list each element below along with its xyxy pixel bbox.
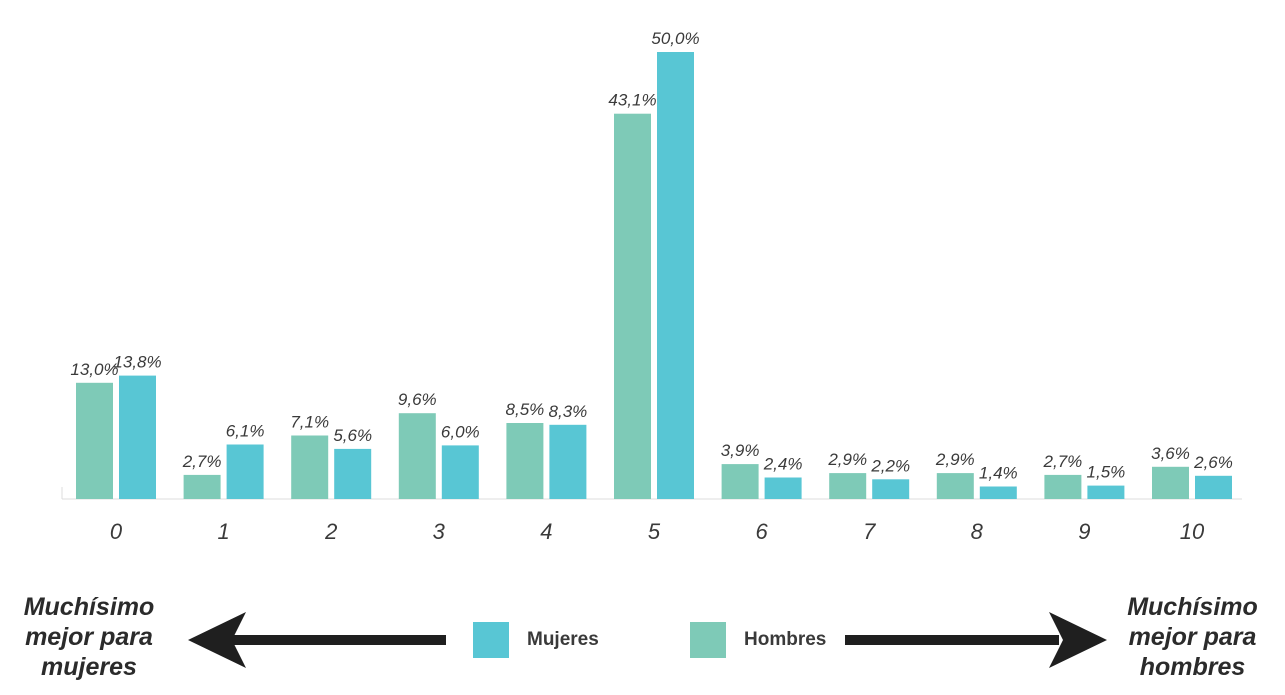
x-tick-label-0: 0	[110, 519, 123, 544]
x-tick-label-6: 6	[755, 519, 768, 544]
bar-mujeres-2	[334, 448, 372, 499]
value-label-hombres-8: 2,9%	[935, 450, 975, 469]
value-label-hombres-4: 8,5%	[506, 400, 545, 419]
value-label-hombres-1: 2,7%	[182, 452, 222, 471]
bar-mujeres-9	[1087, 485, 1125, 499]
legend-swatch-mujeres	[473, 622, 509, 658]
legend-swatch-hombres	[690, 622, 726, 658]
legend-item-hombres: Hombres	[690, 622, 826, 658]
value-label-mujeres-1: 6,1%	[226, 422, 265, 441]
left-annotation: Muchísimo mejor para mujeres	[0, 592, 178, 682]
left-annotation-line-2: mejor para	[25, 623, 153, 651]
bar-mujeres-0	[119, 375, 156, 499]
x-tick-label-4: 4	[540, 519, 552, 544]
value-label-hombres-3: 9,6%	[398, 390, 437, 409]
bar-hombres-6	[721, 464, 759, 499]
right-arrow-icon	[845, 612, 1107, 668]
bar-mujeres-1	[226, 444, 264, 499]
value-label-mujeres-7: 2,2%	[870, 456, 910, 475]
bar-hombres-1	[183, 474, 221, 499]
bar-mujeres-4	[549, 424, 587, 499]
bar-mujeres-8	[979, 486, 1017, 499]
bar-hombres-8	[936, 473, 974, 499]
value-label-mujeres-10: 2,6%	[1193, 453, 1233, 472]
value-label-hombres-7: 2,9%	[827, 450, 867, 469]
x-tick-label-8: 8	[971, 519, 984, 544]
x-tick-label-5: 5	[648, 519, 661, 544]
value-label-hombres-10: 3,6%	[1151, 444, 1190, 463]
bar-chart: 13,0%13,8%2,7%6,1% 7,1%5,6%9,6%6,0%8,5% 8,…	[61, 29, 1242, 544]
bar-hombres-4	[506, 423, 544, 499]
x-tick-label-7: 7	[863, 519, 876, 544]
right-annotation-line-2: mejor para	[1128, 623, 1257, 651]
value-label-mujeres-9: 1,5%	[1087, 463, 1126, 482]
value-label-mujeres-5: 50,0%	[651, 29, 699, 48]
value-label-hombres-6: 3,9%	[721, 441, 760, 460]
bar-hombres-9	[1044, 474, 1082, 499]
value-label-hombres-0: 13,0%	[70, 360, 118, 379]
bar-mujeres-7	[872, 479, 910, 499]
value-label-hombres-2: 7,1%	[290, 413, 329, 432]
x-tick-label-3: 3	[433, 519, 446, 544]
legend-item-mujeres: Mujeres	[473, 622, 599, 658]
bar-mujeres-5	[657, 52, 694, 499]
bar-mujeres-3	[441, 445, 479, 499]
bar-hombres-3	[398, 413, 436, 499]
value-label-hombres-9: 2,7%	[1043, 452, 1083, 471]
x-tick-label-1: 1	[217, 519, 229, 544]
bar-hombres-2	[291, 435, 329, 499]
value-label-hombres-5: 43,1%	[608, 91, 656, 110]
x-tick-label-9: 9	[1078, 519, 1090, 544]
bar-mujeres-6	[764, 477, 802, 499]
legend-label-hombres: Hombres	[744, 629, 827, 650]
value-label-mujeres-4: 8,3%	[549, 402, 588, 421]
bar-mujeres-10	[1195, 475, 1232, 499]
x-tick-label-10: 10	[1180, 519, 1205, 544]
bar-hombres-10	[1152, 466, 1189, 499]
x-tick-labels-group: 0 1 2 3 4 5 6 7 8 9 10	[110, 519, 1205, 544]
left-annotation-line-1: Muchísimo	[23, 593, 155, 621]
right-annotation-line-1: Muchísimo	[1127, 593, 1258, 621]
value-label-mujeres-0: 13,8%	[113, 353, 161, 372]
value-label-mujeres-6: 2,4%	[763, 455, 803, 474]
value-labels-group: 13,0%13,8%2,7%6,1% 7,1%5,6%9,6%6,0%8,5% 8,…	[70, 29, 1232, 483]
bars-group	[76, 52, 1232, 499]
bar-hombres-5	[614, 113, 651, 499]
right-annotation: Muchísimo mejor para hombres	[1100, 592, 1285, 682]
left-annotation-line-3: mujeres	[41, 653, 137, 681]
left-arrow-icon	[188, 612, 446, 668]
right-annotation-line-3: hombres	[1139, 653, 1246, 681]
bar-hombres-0	[76, 382, 113, 499]
bar-hombres-7	[829, 473, 867, 499]
x-tick-label-2: 2	[324, 519, 337, 544]
value-label-mujeres-3: 6,0%	[441, 422, 480, 441]
legend-label-mujeres: Mujeres	[527, 629, 599, 650]
value-label-mujeres-2: 5,6%	[333, 426, 372, 445]
value-label-mujeres-8: 1,4%	[979, 464, 1018, 483]
